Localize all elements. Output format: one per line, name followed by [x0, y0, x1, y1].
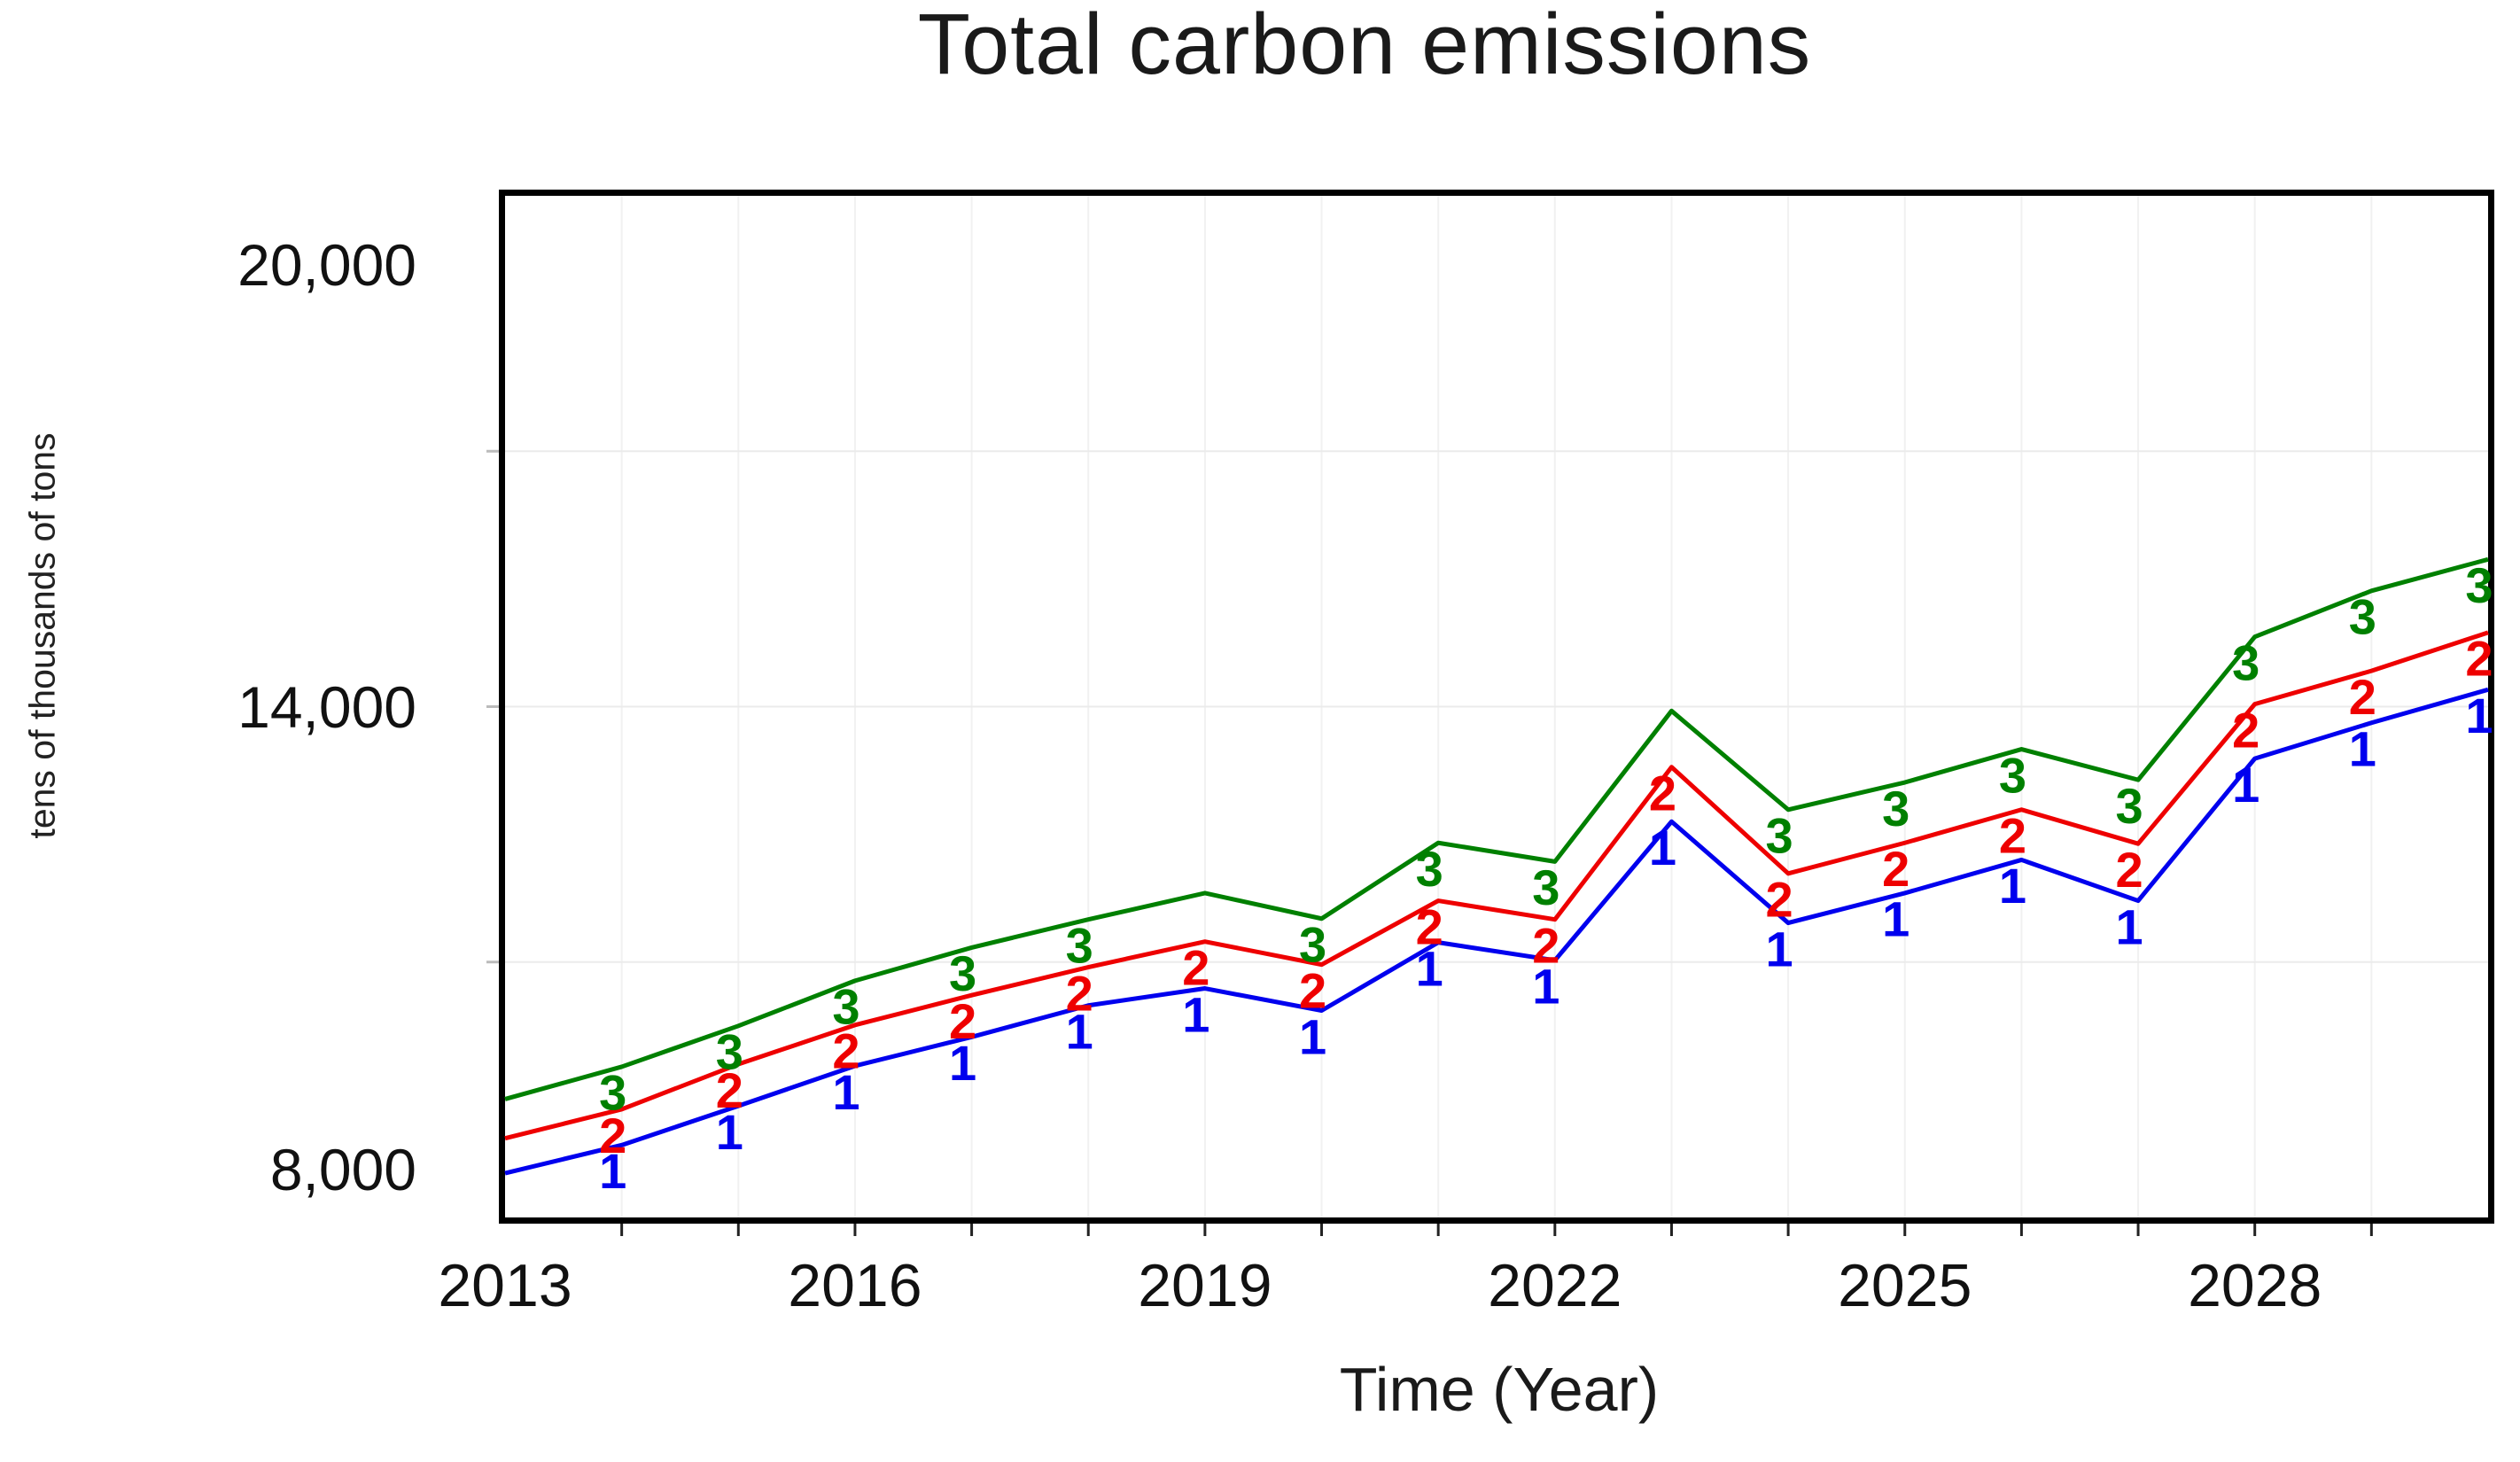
series-1-marker: 1 — [1999, 858, 2026, 914]
y-tick-label: 14,000 — [237, 673, 416, 740]
y-axis-title: tens of thousands of tons — [21, 432, 63, 839]
series-3-marker: 3 — [716, 1024, 743, 1080]
series-3-marker: 3 — [2349, 589, 2376, 645]
series-2-marker: 2 — [2465, 631, 2493, 687]
series-2-marker: 2 — [716, 1062, 743, 1118]
series-1-line — [504, 687, 2489, 1176]
series-1-marker: 1 — [716, 1104, 743, 1160]
series-2-marker: 2 — [599, 1108, 626, 1163]
series-3-marker: 3 — [1299, 917, 1326, 973]
series-2-marker: 2 — [1766, 872, 1793, 928]
series-2-marker: 2 — [949, 993, 976, 1049]
y-tick-label: 20,000 — [237, 232, 416, 298]
series-1-marker: 1 — [1882, 891, 1909, 947]
y-tick-label: 8,000 — [269, 1137, 416, 1202]
series-3-marker: 3 — [949, 945, 976, 1001]
series-2-marker: 2 — [1066, 965, 1093, 1021]
series-1-marker: 1 — [2349, 721, 2376, 777]
chart-title: Total carbon emissions — [917, 0, 1812, 92]
series-3-marker: 3 — [1066, 918, 1093, 974]
series-2-marker: 2 — [1532, 918, 1559, 974]
series-2-marker: 2 — [832, 1023, 859, 1079]
series-2-marker: 2 — [2115, 842, 2143, 898]
x-tick-label: 2025 — [1838, 1252, 1972, 1319]
series-1-marker: 1 — [1766, 921, 1793, 976]
series-1-marker: 1 — [1416, 940, 1443, 996]
series-1-marker: 1 — [1182, 986, 1209, 1042]
series-1-marker: 1 — [1066, 1004, 1093, 1060]
series-3-marker: 3 — [1882, 781, 1909, 836]
series-2-marker: 2 — [1182, 939, 1209, 995]
series-1-marker: 1 — [1649, 820, 1676, 875]
series-3-marker: 3 — [2465, 557, 2493, 613]
x-axis-title: Time (Year) — [1339, 1355, 1660, 1424]
series-2-marker: 2 — [1649, 766, 1676, 821]
x-tick-label: 2022 — [1488, 1252, 1622, 1319]
series-1-marker: 1 — [949, 1035, 976, 1091]
x-tick-label: 2028 — [2188, 1252, 2322, 1319]
series-1-marker: 1 — [832, 1064, 859, 1120]
series-1-marker: 1 — [599, 1143, 626, 1199]
series-2-line — [504, 630, 2489, 1141]
series-2-marker: 2 — [2349, 669, 2376, 725]
series-3-marker: 3 — [1766, 808, 1793, 864]
series-3-marker: 3 — [2232, 635, 2259, 691]
x-tick-label: 2013 — [438, 1252, 572, 1319]
x-tick-label: 2016 — [788, 1252, 922, 1319]
series-1-marker: 1 — [2232, 757, 2259, 813]
series-1-marker: 1 — [1532, 959, 1559, 1015]
series-1-marker: 1 — [2465, 688, 2493, 743]
series-2-marker: 2 — [1299, 962, 1326, 1018]
x-tick-label: 2019 — [1138, 1252, 1272, 1319]
series-2-marker: 2 — [1416, 898, 1443, 954]
series-3-line — [504, 556, 2489, 1101]
series-2-marker: 2 — [1999, 808, 2026, 864]
series-2-marker: 2 — [2232, 702, 2259, 758]
series-2-marker: 2 — [1882, 841, 1909, 897]
series-3-marker: 3 — [599, 1065, 626, 1121]
series-1-marker: 1 — [2115, 898, 2143, 954]
series-3-marker: 3 — [1416, 841, 1443, 897]
series-3-marker: 3 — [832, 979, 859, 1035]
series-1-marker: 1 — [1299, 1008, 1326, 1064]
series-3-marker: 3 — [2115, 778, 2143, 834]
series-3-marker: 3 — [1999, 747, 2026, 803]
series-3-marker: 3 — [1532, 859, 1559, 915]
